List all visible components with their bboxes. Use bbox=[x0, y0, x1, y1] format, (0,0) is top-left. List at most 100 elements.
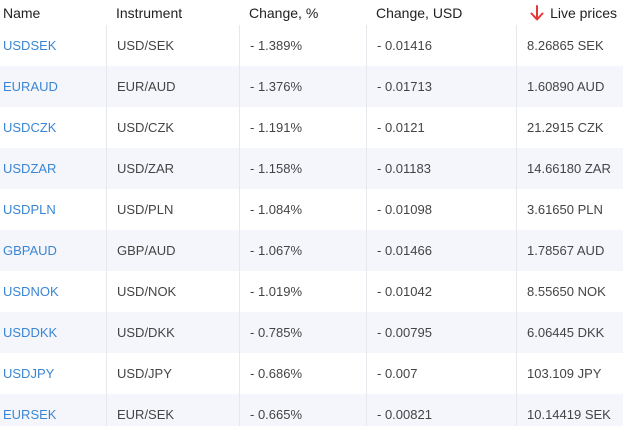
instrument-cell: USD/PLN bbox=[106, 189, 239, 230]
change-pct-cell: - 0.686% bbox=[239, 353, 366, 394]
change-pct-value: - 1.191% bbox=[250, 120, 303, 135]
live-price-cell: 6.06445 DKK bbox=[516, 312, 623, 353]
change-usd-cell: - 0.01466 bbox=[366, 230, 516, 271]
live-price-cell: 103.109 JPY bbox=[516, 353, 623, 394]
live-price-value: 21.2915 CZK bbox=[527, 120, 604, 135]
instrument-cell: USD/JPY bbox=[106, 353, 239, 394]
instrument-cell: USD/SEK bbox=[106, 25, 239, 66]
table-row[interactable]: EURSEK EUR/SEK - 0.665% - 0.00821 10.14419 S… bbox=[0, 394, 623, 426]
live-price-value: 14.66180 ZAR bbox=[527, 161, 611, 176]
table-row[interactable]: USDDKK USD/DKK - 0.785% - 0.00795 6.06445 DK… bbox=[0, 312, 623, 353]
live-price-value: 10.14419 SEK bbox=[527, 407, 611, 422]
instrument-value: USD/PLN bbox=[117, 202, 174, 217]
table-row[interactable]: USDZAR USD/ZAR - 1.158% - 0.01183 14.66180 Z… bbox=[0, 148, 623, 189]
change-pct-cell: - 1.191% bbox=[239, 107, 366, 148]
change-pct-value: - 0.686% bbox=[250, 366, 303, 381]
change-pct-cell: - 1.158% bbox=[239, 148, 366, 189]
change-usd-cell: - 0.00795 bbox=[366, 312, 516, 353]
instrument-link[interactable]: USDSEK bbox=[3, 38, 57, 53]
live-price-value: 3.61650 PLN bbox=[527, 202, 603, 217]
instrument-value: EUR/AUD bbox=[117, 79, 176, 94]
instrument-value: GBP/AUD bbox=[117, 243, 176, 258]
instrument-link[interactable]: USDPLN bbox=[3, 202, 56, 217]
change-usd-value: - 0.01416 bbox=[377, 38, 432, 53]
instrument-value: USD/CZK bbox=[117, 120, 175, 135]
table-row[interactable]: GBPAUD GBP/AUD - 1.067% - 0.01466 1.78567 AU… bbox=[0, 230, 623, 271]
live-price-value: 1.78567 AUD bbox=[527, 243, 605, 258]
table-row[interactable]: USDSEK USD/SEK - 1.389% - 0.01416 8.26865 SE… bbox=[0, 25, 623, 66]
table-row[interactable]: USDCZK USD/CZK - 1.191% - 0.0121 21.2915 CZK bbox=[0, 107, 623, 148]
instrument-value: USD/JPY bbox=[117, 366, 172, 381]
instrument-cell: USD/DKK bbox=[106, 312, 239, 353]
change-pct-value: - 1.067% bbox=[250, 243, 303, 258]
live-price-cell: 1.78567 AUD bbox=[516, 230, 623, 271]
name-cell: GBPAUD bbox=[0, 230, 106, 271]
instrument-value: USD/SEK bbox=[117, 38, 175, 53]
instrument-link[interactable]: EURSEK bbox=[3, 407, 57, 422]
instrument-link[interactable]: USDZAR bbox=[3, 161, 57, 176]
change-pct-cell: - 1.067% bbox=[239, 230, 366, 271]
change-pct-cell: - 0.785% bbox=[239, 312, 366, 353]
change-pct-value: - 0.785% bbox=[250, 325, 303, 340]
instrument-link[interactable]: USDDKK bbox=[3, 325, 58, 340]
change-usd-cell: - 0.00821 bbox=[366, 394, 516, 426]
column-header-change-usd[interactable]: Change, USD bbox=[376, 4, 463, 21]
live-price-cell: 10.14419 SEK bbox=[516, 394, 623, 426]
change-usd-cell: - 0.01713 bbox=[366, 66, 516, 107]
instrument-value: USD/DKK bbox=[117, 325, 175, 340]
table-row[interactable]: USDNOK USD/NOK - 1.019% - 0.01042 8.55650 NO… bbox=[0, 271, 623, 312]
name-cell: USDJPY bbox=[0, 353, 106, 394]
instrument-cell: USD/NOK bbox=[106, 271, 239, 312]
column-header-live-prices[interactable]: Live prices bbox=[516, 4, 623, 21]
live-price-value: 1.60890 AUD bbox=[527, 79, 605, 94]
instrument-link[interactable]: USDNOK bbox=[3, 284, 59, 299]
change-pct-value: - 1.376% bbox=[250, 79, 303, 94]
live-price-cell: 14.66180 ZAR bbox=[516, 148, 623, 189]
change-pct-value: - 0.665% bbox=[250, 407, 303, 422]
column-header-instrument[interactable]: Instrument bbox=[116, 4, 183, 21]
change-pct-cell: - 0.665% bbox=[239, 394, 366, 426]
table-body: USDSEK USD/SEK - 1.389% - 0.01416 8.26865 SE… bbox=[0, 25, 623, 426]
change-pct-cell: - 1.019% bbox=[239, 271, 366, 312]
name-cell: USDZAR bbox=[0, 148, 106, 189]
live-prices-label: Live prices bbox=[550, 4, 617, 21]
change-usd-cell: - 0.007 bbox=[366, 353, 516, 394]
live-price-value: 6.06445 DKK bbox=[527, 325, 605, 340]
instrument-cell: USD/ZAR bbox=[106, 148, 239, 189]
live-price-cell: 8.26865 SEK bbox=[516, 25, 623, 66]
instrument-cell: EUR/SEK bbox=[106, 394, 239, 426]
change-usd-value: - 0.01183 bbox=[377, 161, 431, 176]
live-price-cell: 21.2915 CZK bbox=[516, 107, 623, 148]
arrow-down-icon bbox=[530, 4, 544, 20]
live-price-value: 103.109 JPY bbox=[527, 366, 602, 381]
change-pct-cell: - 1.376% bbox=[239, 66, 366, 107]
live-price-cell: 3.61650 PLN bbox=[516, 189, 623, 230]
change-usd-cell: - 0.01098 bbox=[366, 189, 516, 230]
instrument-link[interactable]: USDCZK bbox=[3, 120, 57, 135]
name-cell: USDDKK bbox=[0, 312, 106, 353]
instrument-value: USD/NOK bbox=[117, 284, 177, 299]
instrument-link[interactable]: USDJPY bbox=[3, 366, 55, 381]
column-header-name[interactable]: Name bbox=[3, 4, 41, 21]
change-usd-cell: - 0.01042 bbox=[366, 271, 516, 312]
change-usd-value: - 0.0121 bbox=[377, 120, 425, 135]
live-price-value: 8.55650 NOK bbox=[527, 284, 606, 299]
table-row[interactable]: EURAUD EUR/AUD - 1.376% - 0.01713 1.60890 AU… bbox=[0, 66, 623, 107]
change-usd-value: - 0.01713 bbox=[377, 79, 432, 94]
name-cell: EURSEK bbox=[0, 394, 106, 426]
table-row[interactable]: USDJPY USD/JPY - 0.686% - 0.007 103.109 JPY bbox=[0, 353, 623, 394]
name-cell: USDSEK bbox=[0, 25, 106, 66]
instrument-cell: EUR/AUD bbox=[106, 66, 239, 107]
name-cell: USDNOK bbox=[0, 271, 106, 312]
name-cell: EURAUD bbox=[0, 66, 106, 107]
instrument-cell: GBP/AUD bbox=[106, 230, 239, 271]
live-price-cell: 1.60890 AUD bbox=[516, 66, 623, 107]
table-row[interactable]: USDPLN USD/PLN - 1.084% - 0.01098 3.61650 PL… bbox=[0, 189, 623, 230]
instrument-cell: USD/CZK bbox=[106, 107, 239, 148]
change-usd-value: - 0.00821 bbox=[377, 407, 432, 422]
instrument-link[interactable]: GBPAUD bbox=[3, 243, 57, 258]
instrument-link[interactable]: EURAUD bbox=[3, 79, 58, 94]
change-pct-value: - 1.158% bbox=[250, 161, 303, 176]
column-header-change-pct[interactable]: Change, % bbox=[249, 4, 319, 21]
